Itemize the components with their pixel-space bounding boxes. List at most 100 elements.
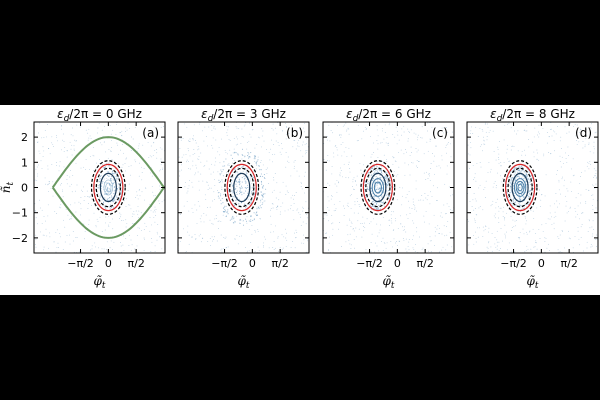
scatter-point (39, 231, 41, 233)
scatter-point (220, 203, 222, 205)
scatter-point (97, 180, 99, 182)
scatter-point (237, 176, 239, 179)
scatter-point (260, 169, 262, 171)
scatter-point (483, 143, 485, 145)
scatter-point (581, 212, 583, 214)
scatter-point (191, 236, 193, 238)
scatter-point (377, 148, 379, 150)
scatter-point (53, 241, 55, 243)
scatter-point (104, 141, 105, 143)
scatter-point (417, 134, 419, 136)
scatter-point (219, 181, 222, 183)
scatter-point (380, 224, 381, 226)
scatter-point (381, 170, 383, 172)
scatter-point (381, 191, 383, 193)
scatter-point (306, 143, 307, 145)
scatter-point (371, 153, 373, 155)
scatter-point (199, 218, 201, 220)
scatter-point (481, 129, 483, 130)
scatter-point (402, 238, 404, 240)
scatter-point (249, 133, 251, 135)
scatter-point (515, 176, 517, 178)
scatter-point (245, 181, 247, 183)
scatter-point (213, 191, 215, 193)
scatter-point (553, 130, 555, 132)
scatter-point (484, 186, 486, 188)
scatter-point (62, 133, 64, 135)
scatter-point (274, 173, 276, 174)
scatter-point (55, 162, 57, 163)
scatter-point (476, 162, 478, 164)
scatter-point (548, 152, 550, 153)
scatter-point (202, 237, 204, 239)
scatter-point (574, 124, 576, 126)
scatter-point (125, 219, 127, 221)
scatter-point (39, 207, 41, 209)
x-tick-label: 0 (538, 257, 545, 270)
scatter-point (550, 153, 552, 155)
scatter-point (296, 130, 298, 132)
scatter-point (339, 174, 341, 176)
scatter-point (474, 198, 476, 200)
scatter-point (183, 123, 185, 125)
scatter-point (125, 127, 127, 129)
scatter-point (349, 195, 351, 197)
scatter-point (378, 232, 380, 234)
scatter-point (524, 186, 526, 188)
x-tick-label: 0 (105, 257, 112, 270)
scatter-point (106, 241, 108, 243)
scatter-point (595, 131, 597, 133)
scatter-point (122, 235, 124, 237)
scatter-point (385, 175, 387, 178)
scatter-point (589, 135, 591, 137)
scatter-point (116, 172, 118, 174)
scatter-point (211, 144, 213, 146)
scatter-point (116, 123, 117, 125)
scatter-point (277, 250, 279, 252)
scatter-point (277, 236, 279, 238)
scatter-point (487, 247, 489, 249)
scatter-point (43, 150, 45, 152)
scatter-point (595, 246, 597, 248)
scatter-point (241, 154, 243, 156)
scatter-point (220, 193, 222, 195)
scatter-point (199, 123, 201, 125)
scatter-point (407, 128, 409, 130)
plot-area (323, 122, 454, 253)
scatter-point (554, 203, 555, 205)
scatter-point (358, 204, 360, 205)
scatter-point (336, 149, 338, 151)
scatter-point (111, 197, 113, 199)
scatter-point (528, 194, 530, 196)
scatter-point (81, 189, 82, 191)
dashed-contour (507, 167, 533, 208)
scatter-point (417, 139, 418, 141)
scatter-point (276, 182, 278, 184)
scatter-point (432, 185, 434, 187)
scatter-point (250, 182, 252, 184)
scatter-point (406, 214, 408, 216)
scatter-point (139, 189, 140, 191)
scatter-point (378, 204, 380, 206)
scatter-point (368, 193, 370, 195)
scatter-point (505, 237, 507, 239)
scatter-point (405, 149, 406, 150)
scatter-point (233, 222, 235, 224)
scatter-point (412, 247, 414, 249)
scatter-point (479, 127, 481, 129)
scatter-point (409, 154, 411, 156)
scatter-point (551, 223, 553, 225)
scatter-point (524, 203, 526, 205)
scatter-point (252, 219, 254, 221)
scatter-point (56, 229, 58, 231)
scatter-point (345, 130, 347, 132)
scatter-point (577, 192, 579, 194)
scatter-point (149, 217, 151, 219)
scatter-point (357, 124, 359, 126)
scatter-point (222, 169, 224, 171)
scatter-point (252, 177, 255, 179)
scatter-point (551, 216, 552, 218)
scatter-point (343, 205, 344, 207)
scatter-point (518, 169, 520, 171)
scatter-point (412, 162, 414, 164)
